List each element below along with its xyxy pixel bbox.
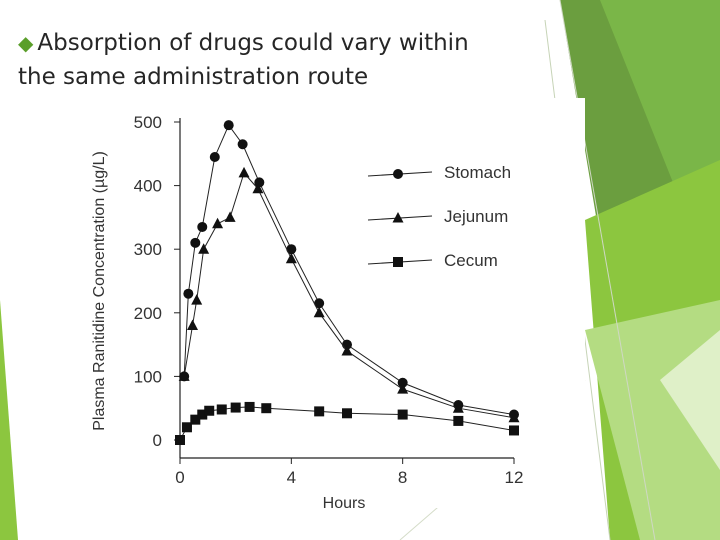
data-point-jejunum [178, 370, 190, 381]
data-point-cecum [181, 422, 192, 433]
x-tick-label: 4 [287, 468, 296, 487]
facet-line [559, 0, 656, 540]
legend-marker-stomach [393, 169, 403, 179]
y-axis-label: Plasma Ranitidine Concentration (µg/L) [91, 151, 108, 431]
data-point-jejunum [313, 306, 325, 318]
y-tick-label: 100 [134, 367, 162, 386]
data-point-cecum [197, 409, 208, 420]
data-point-cecum [244, 401, 255, 412]
series-jejunum [178, 166, 520, 423]
y-tick-label: 0 [153, 431, 162, 450]
data-point-stomach [223, 120, 234, 131]
data-point-jejunum [452, 402, 464, 413]
legend-label-cecum: Cecum [444, 251, 498, 270]
data-point-jejunum [212, 217, 224, 229]
data-point-cecum [204, 405, 215, 416]
y-tick-label: 300 [134, 240, 162, 259]
legend-label-stomach: Stomach [444, 163, 511, 182]
data-point-stomach [314, 298, 325, 309]
x-axis-label: Hours [323, 495, 366, 508]
data-point-jejunum [191, 294, 203, 305]
data-point-jejunum [224, 211, 236, 222]
green-facet-lightest [660, 330, 720, 470]
legend-entry-cecum: Cecum [367, 251, 498, 270]
data-point-cecum [397, 409, 408, 420]
legend-entry-jejunum: Jejunum [367, 207, 508, 226]
data-point-cecum [509, 425, 519, 436]
diamond-bullet-icon: ◆ [18, 31, 34, 55]
chart-series [175, 120, 520, 445]
data-point-stomach [209, 151, 220, 162]
y-tick-label: 400 [134, 177, 162, 196]
data-point-jejunum [341, 344, 353, 356]
chart-axes: 0 100 200 300 400 500 0 4 8 12 [134, 113, 524, 487]
data-point-jejunum [187, 319, 199, 331]
data-point-cecum [216, 404, 227, 415]
data-point-stomach [237, 139, 248, 150]
data-point-jejunum [198, 243, 210, 254]
data-point-stomach [183, 288, 194, 299]
data-point-cecum [175, 435, 185, 445]
data-point-cecum [453, 415, 464, 426]
data-point-cecum [261, 403, 272, 414]
legend-marker-jejunum [392, 212, 404, 223]
data-point-cecum [342, 408, 352, 419]
chart-panel: 0 100 200 300 400 500 0 4 8 12 Stomach Jejunum Cecu… [62, 98, 585, 508]
data-point-jejunum [238, 166, 250, 178]
series-stomach [179, 120, 519, 420]
x-tick-label: 12 [505, 468, 524, 487]
data-point-stomach [397, 377, 408, 388]
x-tick-label: 8 [398, 468, 407, 487]
data-point-jejunum [508, 411, 520, 423]
bullet-text-line2: the same administration route [18, 64, 369, 90]
bullet-text-line1: Absorption of drugs could vary within [37, 30, 469, 56]
data-point-jejunum [252, 182, 264, 194]
legend-label-jejunum: Jejunum [444, 207, 508, 226]
legend-marker-cecum [393, 257, 403, 267]
ranitidine-line-chart: 0 100 200 300 400 500 0 4 8 12 Stomach Jejunum Cecu… [91, 113, 524, 508]
data-point-cecum [190, 414, 201, 425]
x-tick-label: 0 [175, 468, 184, 487]
green-facet-left [0, 300, 18, 540]
data-point-stomach [190, 237, 201, 248]
series-cecum [175, 401, 519, 445]
bullet-text: ◆ Absorption of drugs could vary within t… [18, 26, 558, 94]
data-point-cecum [314, 406, 325, 417]
data-point-stomach [286, 244, 297, 255]
y-tick-label: 200 [134, 304, 162, 323]
data-point-jejunum [285, 252, 297, 264]
y-tick-label: 500 [134, 113, 162, 132]
chart-legend: Stomach Jejunum Cecum [367, 163, 511, 270]
data-point-jejunum [397, 383, 409, 394]
legend-entry-stomach: Stomach [367, 163, 511, 182]
data-point-cecum [230, 402, 241, 413]
data-point-stomach [197, 221, 208, 232]
series-line-jejunum [183, 171, 515, 419]
